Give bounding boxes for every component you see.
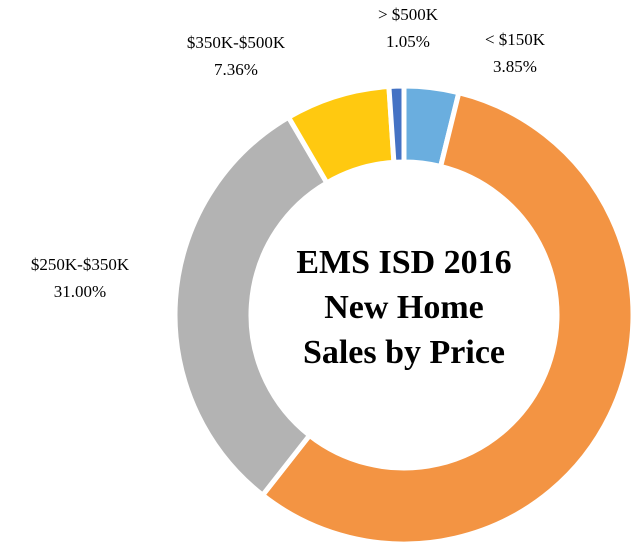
slice-label: $350K-$500K	[187, 33, 286, 52]
slice-value-label: 3.85%	[493, 57, 537, 76]
slice-label: $250K-$350K	[31, 255, 130, 274]
slice-label: < $150K	[485, 30, 546, 49]
slice-value-label: 1.05%	[386, 32, 430, 51]
slice-label: > $500K	[378, 5, 439, 24]
slice-value-label: 7.36%	[214, 60, 258, 79]
donut-slice	[172, 113, 331, 499]
donut-slice	[259, 89, 636, 546]
chart-title: EMS ISD 2016 New Home Sales by Price	[296, 244, 512, 371]
donut-slice	[386, 83, 407, 165]
slice-value-label: 31.00%	[54, 282, 106, 301]
